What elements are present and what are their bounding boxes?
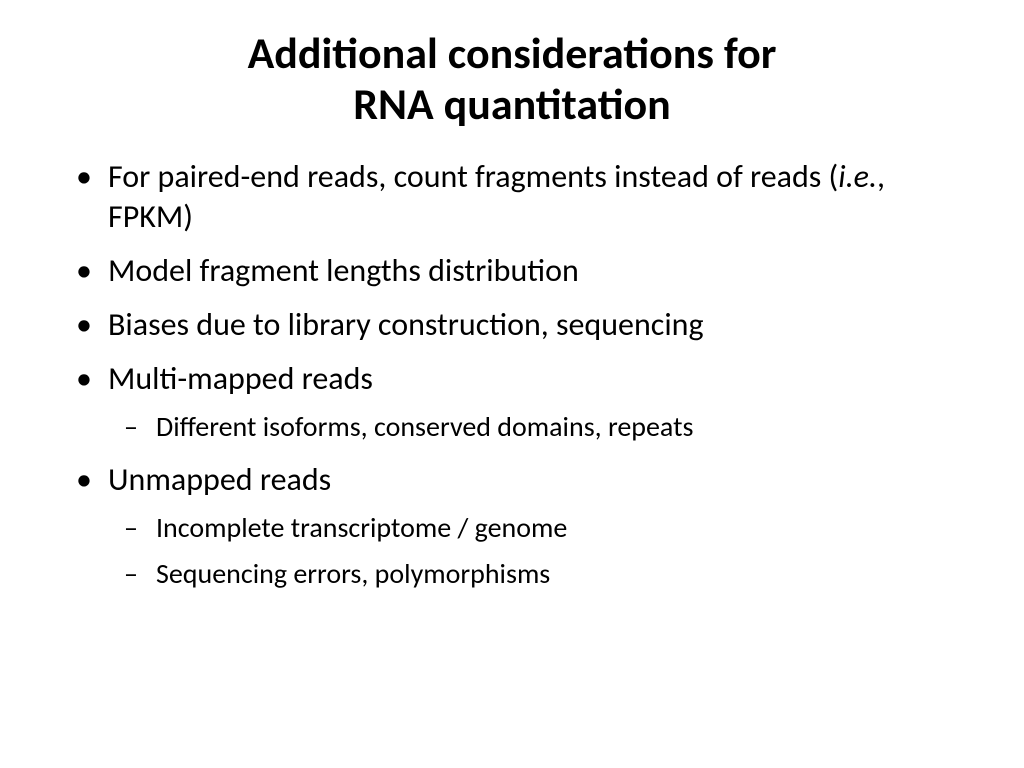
bullet-5-sub-1-text: Incomplete transcriptome / genome (156, 510, 567, 545)
bullet-list: For paired-end reads, count fragments in… (60, 157, 964, 592)
bullet-item-3: Biases due to library construction, sequ… (60, 305, 964, 345)
bullet-3-text: Biases due to library construction, sequ… (108, 305, 704, 344)
bullet-5-sub-1: Incomplete transcriptome / genome (108, 510, 964, 546)
bullet-4-sublist: Different isoforms, conserved domains, r… (108, 409, 964, 445)
bullet-1-pre: For paired-end reads, count fragments in… (108, 157, 838, 196)
bullet-2-text: Model fragment lengths distribution (108, 251, 579, 290)
bullet-5-text: Unmapped reads (108, 460, 331, 499)
bullet-item-2: Model fragment lengths distribution (60, 251, 964, 291)
bullet-1-italic: i.e. (838, 157, 877, 196)
bullet-5-sub-2: Sequencing errors, polymorphisms (108, 556, 964, 592)
title-line-2: RNA quantitation (353, 77, 670, 131)
bullet-item-4: Multi-mapped reads Different isoforms, c… (60, 359, 964, 445)
bullet-5-sub-2-text: Sequencing errors, polymorphisms (156, 556, 550, 591)
bullet-4-text: Multi-mapped reads (108, 359, 373, 398)
bullet-4-sub-1-text: Different isoforms, conserved domains, r… (156, 409, 693, 444)
bullet-item-5: Unmapped reads Incomplete transcriptome … (60, 460, 964, 593)
bullet-5-sublist: Incomplete transcriptome / genome Sequen… (108, 510, 964, 593)
slide-title: Additional considerations for RNA quanti… (60, 28, 964, 129)
title-line-1: Additional considerations for (248, 26, 777, 80)
slide: Additional considerations for RNA quanti… (0, 0, 1024, 768)
bullet-4-sub-1: Different isoforms, conserved domains, r… (108, 409, 964, 445)
bullet-item-1: For paired-end reads, count fragments in… (60, 157, 964, 237)
